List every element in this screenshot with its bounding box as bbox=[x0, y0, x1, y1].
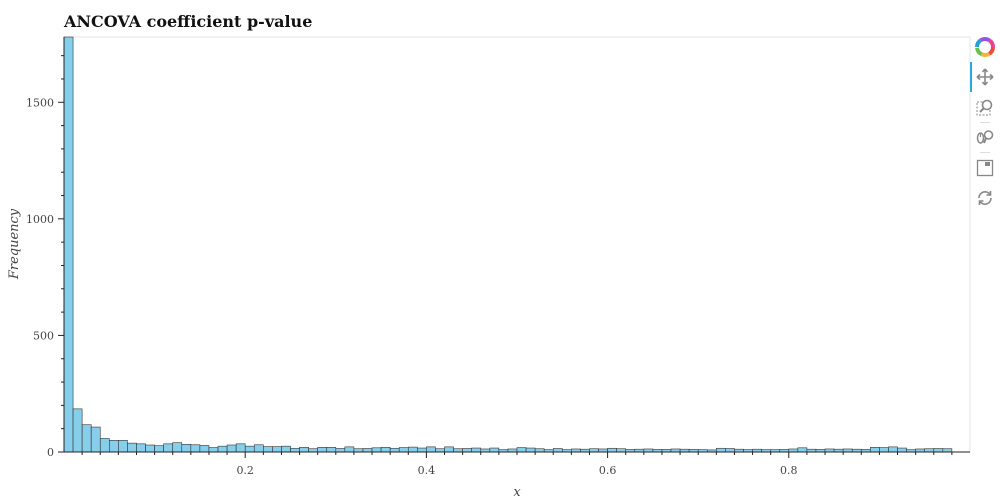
bokeh-logo-icon[interactable] bbox=[974, 36, 996, 58]
histogram-bar bbox=[181, 444, 192, 453]
chart-title: ANCOVA coefficient p-value bbox=[64, 12, 313, 31]
chart-toolbar bbox=[970, 36, 1000, 216]
histogram-bar bbox=[489, 447, 500, 453]
wheel-zoom-icon[interactable] bbox=[974, 126, 996, 148]
histogram-bar bbox=[136, 443, 146, 453]
bars-group bbox=[63, 36, 953, 453]
histogram-bar bbox=[716, 447, 726, 453]
reset-icon[interactable] bbox=[974, 187, 996, 209]
histogram-bar bbox=[145, 444, 155, 453]
histogram-bar bbox=[72, 408, 83, 453]
histogram-bar bbox=[897, 447, 907, 453]
histogram-bar bbox=[371, 447, 382, 453]
histogram-bar bbox=[525, 447, 536, 453]
y-tick-label: 500 bbox=[33, 329, 54, 342]
histogram-bar bbox=[326, 447, 337, 453]
y-axis-label: Frequency bbox=[7, 208, 22, 280]
histogram-bar bbox=[344, 446, 355, 453]
histogram-bar bbox=[281, 445, 291, 453]
pan-icon[interactable] bbox=[974, 66, 996, 88]
histogram-bar bbox=[81, 424, 92, 453]
histogram-bar bbox=[154, 445, 164, 453]
histogram-bar bbox=[118, 440, 128, 453]
histogram-bar bbox=[398, 447, 409, 453]
histogram-bar bbox=[870, 447, 880, 453]
axes-group bbox=[63, 37, 970, 453]
histogram-bar bbox=[226, 444, 237, 453]
plot-frame bbox=[63, 36, 971, 453]
histogram-bar bbox=[407, 446, 418, 453]
histogram-bar bbox=[797, 447, 808, 453]
histogram-bar bbox=[235, 443, 246, 453]
histogram-bar bbox=[317, 447, 328, 453]
toolbar-divider bbox=[980, 152, 990, 153]
histogram-bar bbox=[462, 448, 473, 453]
histogram-bar bbox=[335, 448, 346, 453]
histogram-bar bbox=[725, 448, 735, 453]
histogram-bar bbox=[444, 446, 454, 453]
toolbar-divider bbox=[980, 122, 990, 123]
histogram-bar bbox=[299, 447, 309, 453]
histogram-bar bbox=[217, 445, 228, 453]
histogram-bar bbox=[426, 446, 436, 453]
histogram-bar bbox=[253, 444, 264, 453]
ticks-group: 0.2 0.4 0.6 0.8 0 500 1000 1500 bbox=[26, 55, 953, 477]
active-tool-indicator bbox=[970, 62, 972, 92]
histogram-bar bbox=[99, 438, 110, 453]
y-tick-label: 0 bbox=[47, 446, 54, 459]
histogram-bar bbox=[380, 447, 391, 453]
x-tick-label: 0.6 bbox=[599, 464, 617, 477]
histogram-bar bbox=[389, 447, 400, 453]
histogram-bar bbox=[879, 447, 889, 453]
histogram-bar bbox=[290, 447, 300, 453]
histogram-bar bbox=[417, 447, 427, 453]
histogram-bar bbox=[888, 446, 898, 453]
histogram-bar bbox=[199, 445, 210, 453]
histogram-bar bbox=[163, 443, 174, 453]
histogram-bar bbox=[263, 446, 273, 453]
histogram-bar bbox=[63, 36, 74, 453]
histogram-bar bbox=[272, 446, 282, 453]
histogram-bar bbox=[244, 445, 255, 453]
y-tick-label: 1500 bbox=[26, 96, 54, 109]
histogram-bar bbox=[208, 447, 219, 453]
box-zoom-icon[interactable] bbox=[974, 96, 996, 118]
histogram-bar bbox=[933, 448, 944, 453]
histogram-bar bbox=[516, 447, 527, 453]
x-tick-label: 0.4 bbox=[418, 464, 436, 477]
save-icon[interactable] bbox=[974, 157, 996, 179]
histogram-bar bbox=[362, 448, 373, 453]
histogram-bar bbox=[109, 440, 119, 453]
histogram-bar bbox=[552, 448, 563, 453]
histogram-bar bbox=[172, 442, 183, 453]
x-tick-label: 0.8 bbox=[780, 464, 798, 477]
x-tick-label: 0.2 bbox=[236, 464, 254, 477]
y-tick-label: 1000 bbox=[26, 213, 54, 226]
histogram-bar bbox=[471, 447, 482, 453]
histogram-bar bbox=[190, 444, 201, 453]
histogram-bar bbox=[127, 442, 137, 453]
histogram-bar bbox=[90, 426, 101, 453]
x-axis-label: x bbox=[513, 485, 521, 500]
histogram-bar bbox=[607, 447, 617, 453]
